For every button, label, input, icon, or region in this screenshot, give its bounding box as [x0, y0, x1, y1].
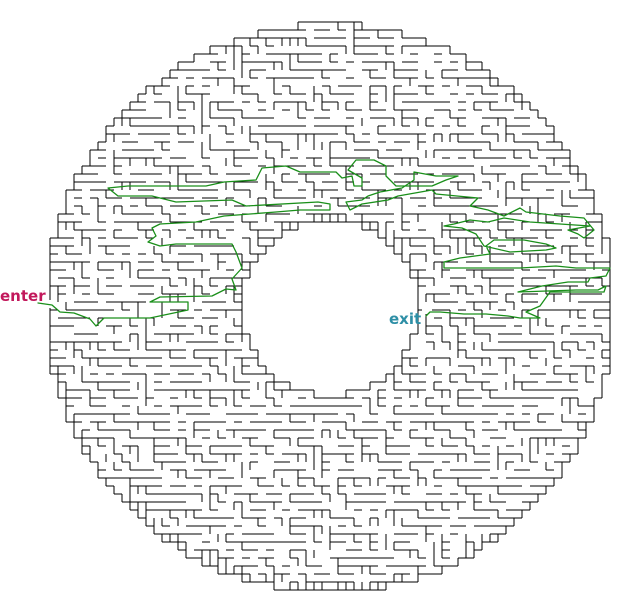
maze-walls [44, 21, 611, 591]
exit-label: exit [389, 310, 422, 328]
enter-label: enter [0, 287, 46, 305]
maze-wall-segments [49, 21, 611, 591]
exit-gap [422, 306, 432, 314]
solution-path [37, 159, 611, 327]
